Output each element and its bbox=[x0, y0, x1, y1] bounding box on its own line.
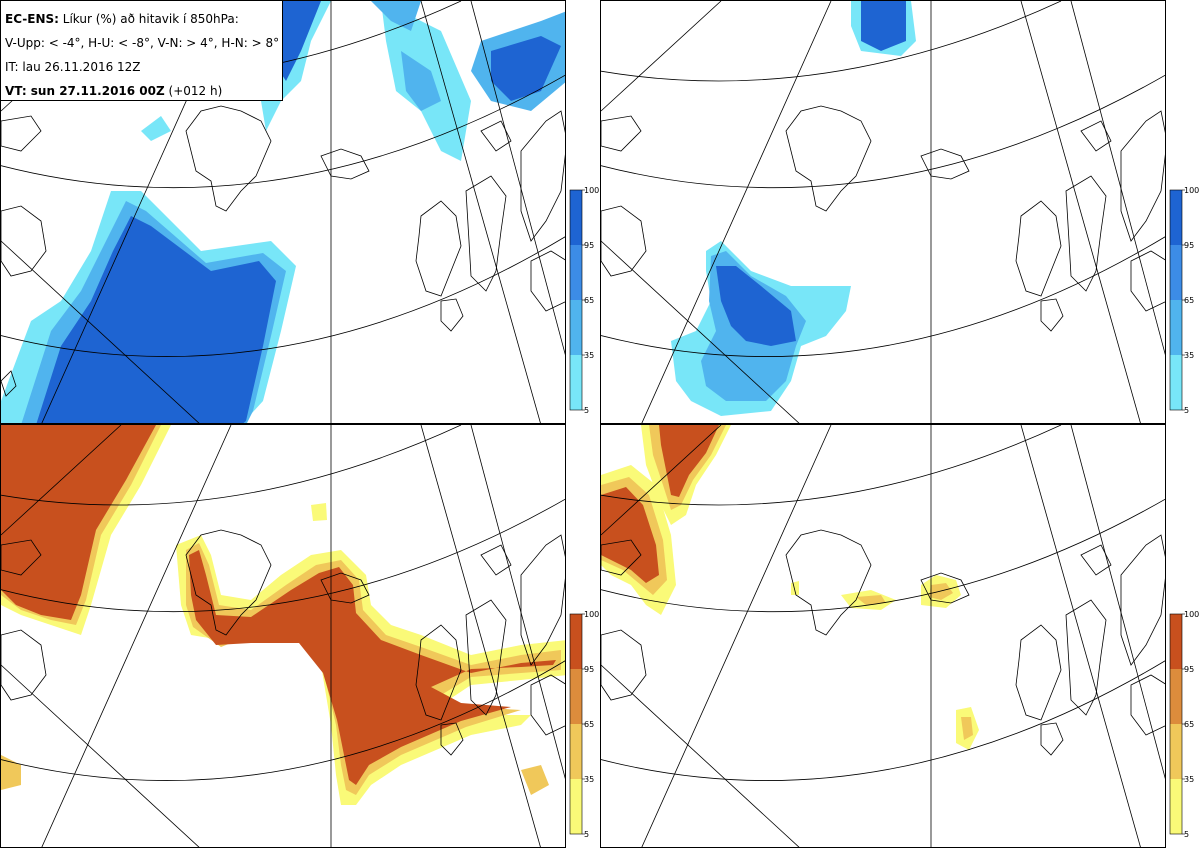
colorbar-tick-label: 35 bbox=[1184, 775, 1194, 784]
map-panel-warm-plus4 bbox=[0, 424, 566, 848]
colorbar-tick-label: 35 bbox=[584, 775, 594, 784]
info-line-model: EC-ENS: Líkur (%) að hitavik í 850hPa: bbox=[5, 12, 239, 26]
probability-shading bbox=[601, 425, 979, 750]
colorbar-tick-label: 65 bbox=[1184, 720, 1194, 729]
coastlines bbox=[601, 105, 1165, 332]
info-line-initial-time: IT: lau 26.11.2016 12Z bbox=[5, 60, 141, 74]
colorbar-tick-label: 95 bbox=[584, 241, 594, 250]
colorbar-segment bbox=[1170, 190, 1182, 245]
warm-anomaly-map-strong bbox=[601, 425, 1165, 847]
info-line-legend: V-Upp: < -4°, H-U: < -8°, V-N: > 4°, H-N… bbox=[5, 36, 280, 50]
coastlines bbox=[1, 105, 565, 397]
map-panel-cold-minus4: EC-ENS: Líkur (%) að hitavik í 850hPa: V… bbox=[0, 0, 566, 424]
colorbar-tick-label: 35 bbox=[1184, 351, 1194, 360]
map-panel-warm-plus8 bbox=[600, 424, 1166, 848]
colorbar-warm-strong: 100 95 65 35 5 bbox=[1166, 610, 1200, 840]
colorbar-segment bbox=[570, 355, 582, 410]
colorbar-segment bbox=[570, 724, 582, 779]
colorbar-segment bbox=[570, 245, 582, 300]
colorbar-segment bbox=[570, 614, 582, 669]
colorbar-tick-label: 5 bbox=[1184, 830, 1189, 839]
colorbar-tick-label: 100 bbox=[1184, 610, 1199, 619]
cold-anomaly-map-strong bbox=[601, 1, 1165, 423]
colorbar-segment bbox=[570, 300, 582, 355]
colorbar-tick-label: 5 bbox=[584, 406, 589, 415]
colorbar-tick-label: 65 bbox=[584, 720, 594, 729]
colorbar-warm: 100 95 65 35 5 bbox=[566, 610, 600, 840]
coastlines bbox=[601, 529, 1165, 756]
graticule-lines bbox=[601, 1, 1165, 423]
probability-shading bbox=[1, 425, 565, 805]
colorbar-segment bbox=[570, 779, 582, 834]
colorbar-segment bbox=[1170, 355, 1182, 410]
colorbar-segment bbox=[1170, 614, 1182, 669]
colorbar-tick-label: 65 bbox=[584, 296, 594, 305]
colorbar-tick-label: 5 bbox=[584, 830, 589, 839]
colorbar-segment bbox=[1170, 779, 1182, 834]
probability-shading bbox=[671, 1, 916, 416]
colorbar-tick-label: 65 bbox=[1184, 296, 1194, 305]
colorbar-cold-strong: 100 95 65 35 5 bbox=[1166, 186, 1200, 416]
colorbar-segment bbox=[1170, 300, 1182, 355]
colorbar-tick-label: 95 bbox=[584, 665, 594, 674]
graticule-lines bbox=[601, 425, 1165, 847]
colorbar-tick-label: 100 bbox=[584, 186, 599, 195]
warm-anomaly-map bbox=[1, 425, 565, 847]
colorbar-tick-label: 5 bbox=[1184, 406, 1189, 415]
coastlines bbox=[1, 529, 565, 756]
colorbar-segment bbox=[570, 669, 582, 724]
map-panel-cold-minus8 bbox=[600, 0, 1166, 424]
info-line-valid-time: VT: sun 27.11.2016 00Z (+012 h) bbox=[5, 84, 223, 98]
colorbar-tick-label: 100 bbox=[584, 610, 599, 619]
colorbar-tick-label: 95 bbox=[1184, 665, 1194, 674]
colorbar-cold: 100 95 65 35 5 bbox=[566, 186, 600, 416]
graticule-lines bbox=[1, 425, 565, 847]
forecast-info-box: EC-ENS: Líkur (%) að hitavik í 850hPa: V… bbox=[1, 1, 283, 101]
colorbar-tick-label: 95 bbox=[1184, 241, 1194, 250]
colorbar-segment bbox=[1170, 724, 1182, 779]
colorbar-segment bbox=[1170, 245, 1182, 300]
colorbar-segment bbox=[1170, 669, 1182, 724]
colorbar-segment bbox=[570, 190, 582, 245]
colorbar-tick-label: 35 bbox=[584, 351, 594, 360]
colorbar-tick-label: 100 bbox=[1184, 186, 1199, 195]
